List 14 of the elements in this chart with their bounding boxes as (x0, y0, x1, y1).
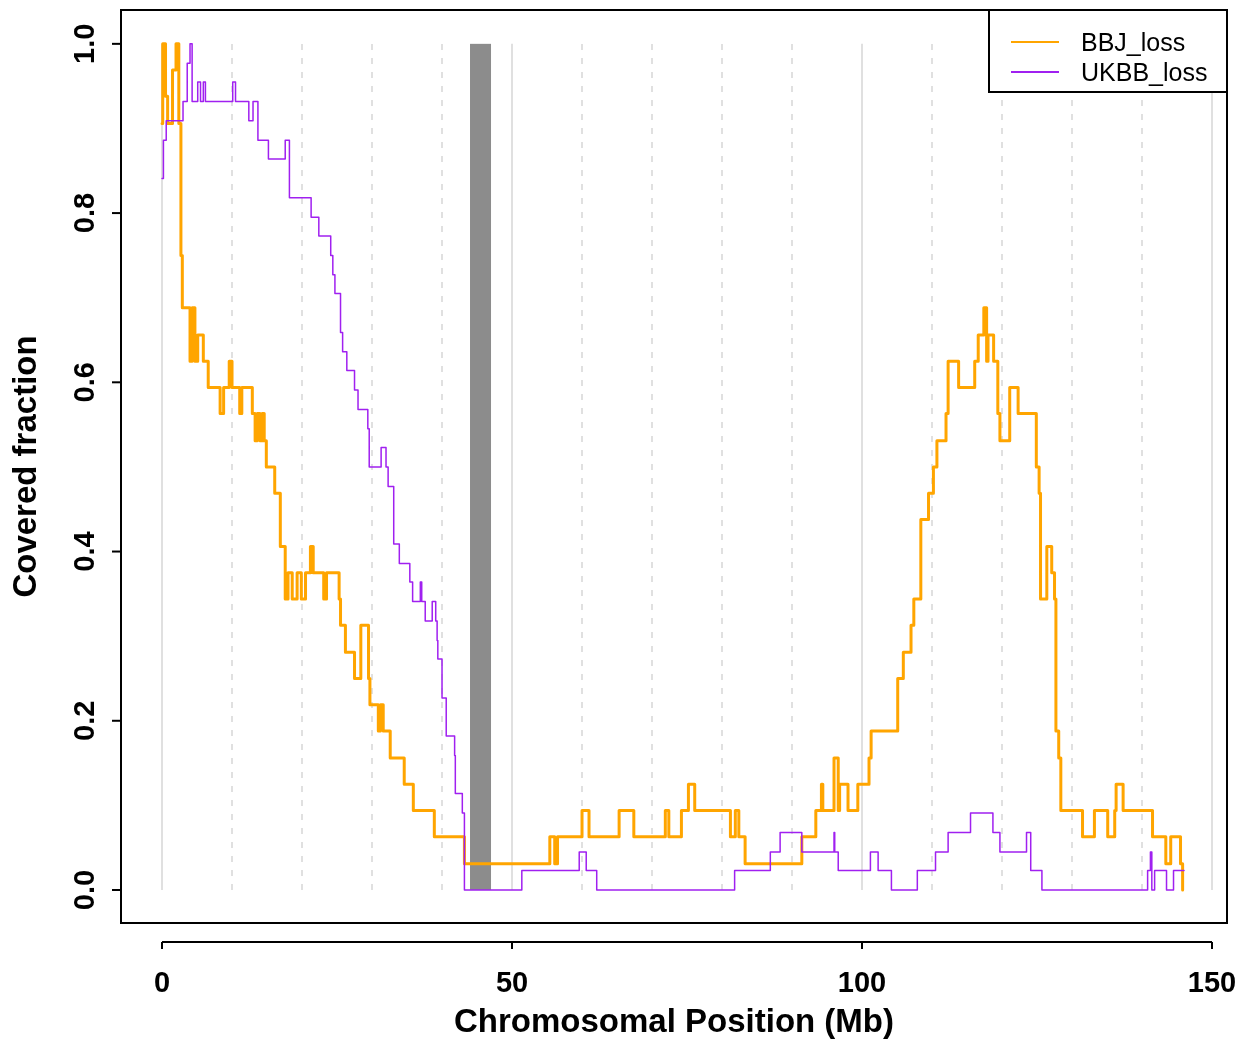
y-tick-label: 0.8 (68, 192, 101, 234)
legend-label: UKBB_loss (1081, 57, 1208, 86)
y-tick-label: 1.0 (68, 23, 101, 65)
x-tick-label: 0 (153, 966, 171, 998)
y-tick-label: 0.2 (68, 700, 101, 741)
y-tick-label: 0.4 (68, 531, 101, 572)
y-axis-title: Covered fraction (6, 335, 43, 598)
x-axis-title: Chromosomal Position (Mb) (454, 1002, 894, 1039)
y-tick-label: 0.0 (68, 869, 101, 911)
x-tick-label: 50 (495, 966, 529, 998)
y-tick-label: 0.6 (68, 362, 101, 403)
x-tick-label: 100 (837, 966, 887, 998)
legend-label: BBJ_loss (1081, 27, 1186, 56)
x-tick-label: 150 (1187, 966, 1237, 998)
